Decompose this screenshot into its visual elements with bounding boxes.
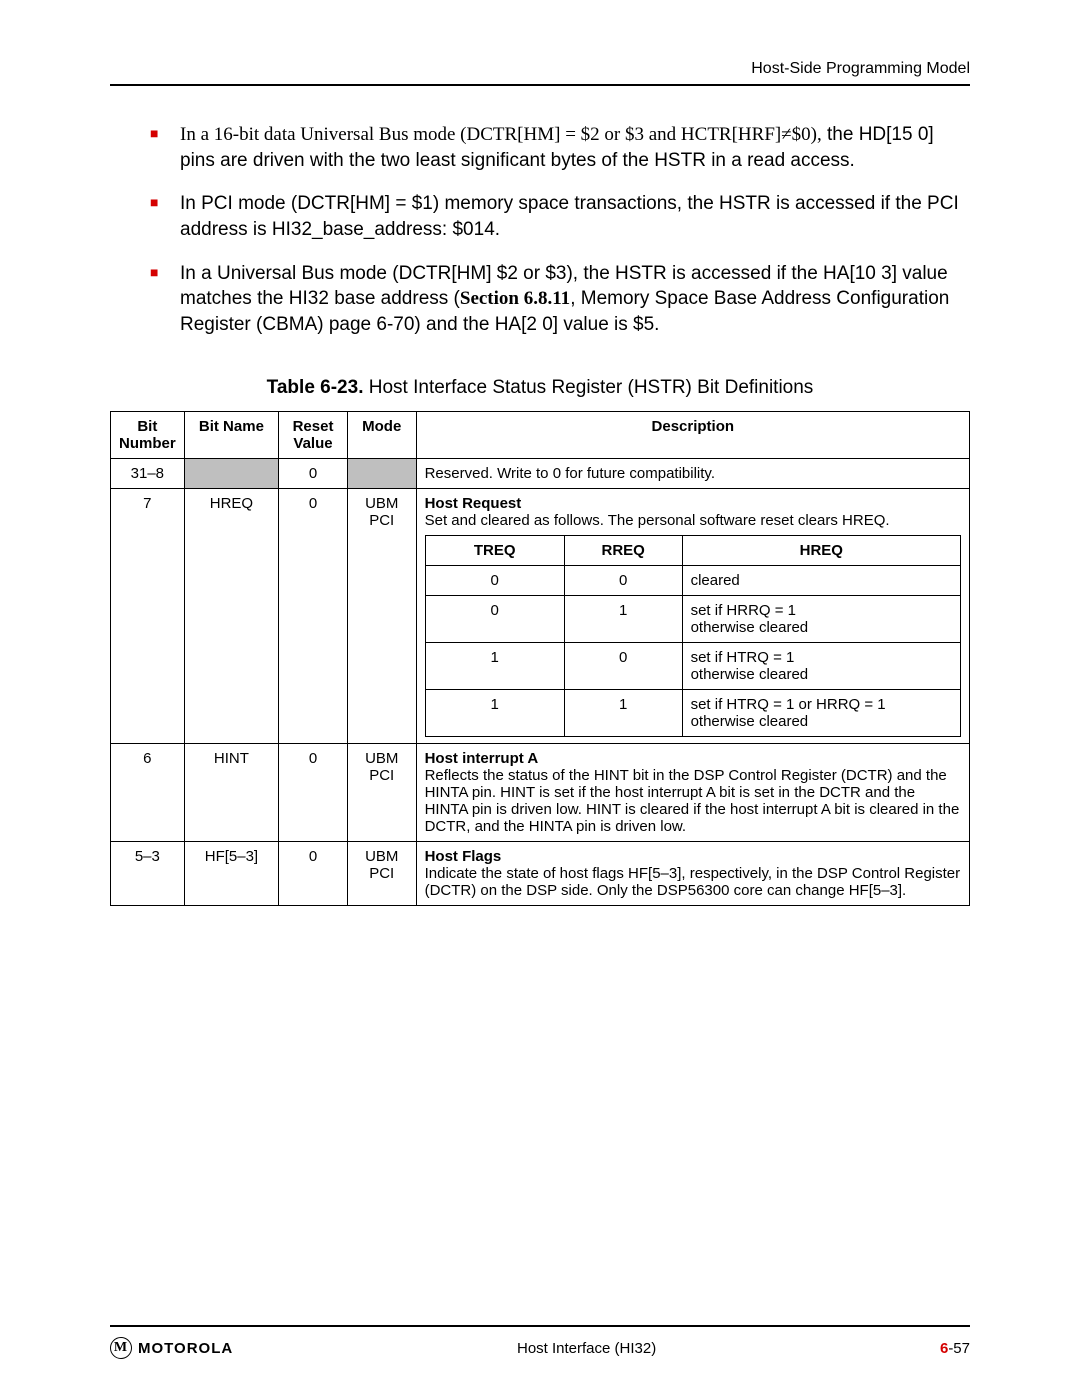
bullet-text: In PCI mode (DCTR[HM] = $1) memory space… [180, 193, 959, 240]
desc-text: Indicate the state of host flags HF[5–3]… [425, 865, 961, 899]
inner-table: TREQ RREQ HREQ 0 0 cleared 0 1 set i [425, 535, 961, 737]
cell-bitnum: 6 [111, 744, 185, 842]
table-body: 31–8 0 Reserved. Write to 0 for future c… [111, 459, 970, 906]
motorola-logo-icon: M [110, 1337, 132, 1359]
page-suffix: -57 [948, 1340, 970, 1357]
table-row: 5–3 HF[5–3] 0 UBMPCI Host Flags Indicate… [111, 842, 970, 906]
inner-cell: 1 [425, 690, 564, 737]
cell-desc: Reserved. Write to 0 for future compatib… [416, 459, 969, 489]
inner-cell: set if HTRQ = 1 or HRRQ = 1otherwise cle… [682, 690, 960, 737]
inner-cell: 0 [425, 596, 564, 643]
col-bit-number: Bit Number [111, 412, 185, 459]
table-row: 7 HREQ 0 UBMPCI Host Request Set and cle… [111, 489, 970, 744]
desc-title: Host Request [425, 495, 522, 512]
inner-cell: 0 [425, 566, 564, 596]
motorola-logo: M MOTOROLA [110, 1337, 233, 1359]
inner-col-rreq: RREQ [564, 536, 682, 566]
desc-title: Host interrupt A [425, 750, 539, 767]
caption-title: Host Interface Status Register (HSTR) Bi… [363, 377, 813, 398]
table-header-row: Bit Number Bit Name Reset Value Mode Des… [111, 412, 970, 459]
table-caption: Table 6-23. Host Interface Status Regist… [110, 377, 970, 399]
rule-top [110, 84, 970, 86]
logo-text: MOTOROLA [138, 1340, 233, 1357]
cell-mode: UBMPCI [347, 489, 416, 744]
bullet-item: In PCI mode (DCTR[HM] = $1) memory space… [150, 191, 970, 242]
cell-reset: 0 [279, 842, 348, 906]
cell-reset: 0 [279, 459, 348, 489]
footer: M MOTOROLA Host Interface (HI32) 6-57 [110, 1325, 970, 1359]
inner-cell: set if HRRQ = 1otherwise cleared [682, 596, 960, 643]
bullet-item: In a 16-bit data Universal Bus mode (DCT… [150, 122, 970, 173]
register-table: Bit Number Bit Name Reset Value Mode Des… [110, 411, 970, 906]
cell-bitname [184, 459, 278, 489]
footer-center-text: Host Interface (HI32) [233, 1340, 940, 1357]
cell-mode [347, 459, 416, 489]
inner-col-treq: TREQ [425, 536, 564, 566]
col-bit-name: Bit Name [184, 412, 278, 459]
page-number: 6-57 [940, 1340, 970, 1357]
col-reset-value: Reset Value [279, 412, 348, 459]
caption-label: Table 6-23. [267, 377, 364, 398]
cell-reset: 0 [279, 744, 348, 842]
inner-cell: cleared [682, 566, 960, 596]
bullet-list: In a 16-bit data Universal Bus mode (DCT… [150, 122, 970, 337]
page: Host-Side Programming Model In a 16-bit … [0, 0, 1080, 1397]
desc-title: Host Flags [425, 848, 502, 865]
cell-bitnum: 5–3 [111, 842, 185, 906]
col-description: Description [416, 412, 969, 459]
cell-bitname: HREQ [184, 489, 278, 744]
cell-mode: UBMPCI [347, 744, 416, 842]
bullet-item: In a Universal Bus mode (DCTR[HM] $2 or … [150, 261, 970, 338]
bullet-serif-text: In a 16-bit data Universal Bus mode (DCT… [180, 124, 822, 145]
table-row: 31–8 0 Reserved. Write to 0 for future c… [111, 459, 970, 489]
cell-bitname: HINT [184, 744, 278, 842]
cell-reset: 0 [279, 489, 348, 744]
inner-cell: set if HTRQ = 1otherwise cleared [682, 643, 960, 690]
desc-text: Reflects the status of the HINT bit in t… [425, 767, 960, 835]
cell-desc: Host Flags Indicate the state of host fl… [416, 842, 969, 906]
cell-desc: Host Request Set and cleared as follows.… [416, 489, 969, 744]
inner-cell: 1 [564, 690, 682, 737]
inner-row: 0 1 set if HRRQ = 1otherwise cleared [425, 596, 960, 643]
cell-desc: Host interrupt A Reflects the status of … [416, 744, 969, 842]
inner-col-hreq: HREQ [682, 536, 960, 566]
header-right: Host-Side Programming Model [110, 60, 970, 78]
inner-cell: 1 [425, 643, 564, 690]
inner-row: 0 0 cleared [425, 566, 960, 596]
cell-mode: UBMPCI [347, 842, 416, 906]
section-ref: Section 6.8.11 [460, 288, 570, 309]
inner-cell: 1 [564, 596, 682, 643]
col-mode: Mode [347, 412, 416, 459]
table-row: 6 HINT 0 UBMPCI Host interrupt A Reflect… [111, 744, 970, 842]
inner-cell: 0 [564, 566, 682, 596]
inner-row: 1 1 set if HTRQ = 1 or HRRQ = 1otherwise… [425, 690, 960, 737]
inner-cell: 0 [564, 643, 682, 690]
inner-row: 1 0 set if HTRQ = 1otherwise cleared [425, 643, 960, 690]
cell-bitname: HF[5–3] [184, 842, 278, 906]
rule-bottom [110, 1325, 970, 1327]
cell-bitnum: 7 [111, 489, 185, 744]
cell-bitnum: 31–8 [111, 459, 185, 489]
desc-text: Set and cleared as follows. The personal… [425, 512, 890, 529]
